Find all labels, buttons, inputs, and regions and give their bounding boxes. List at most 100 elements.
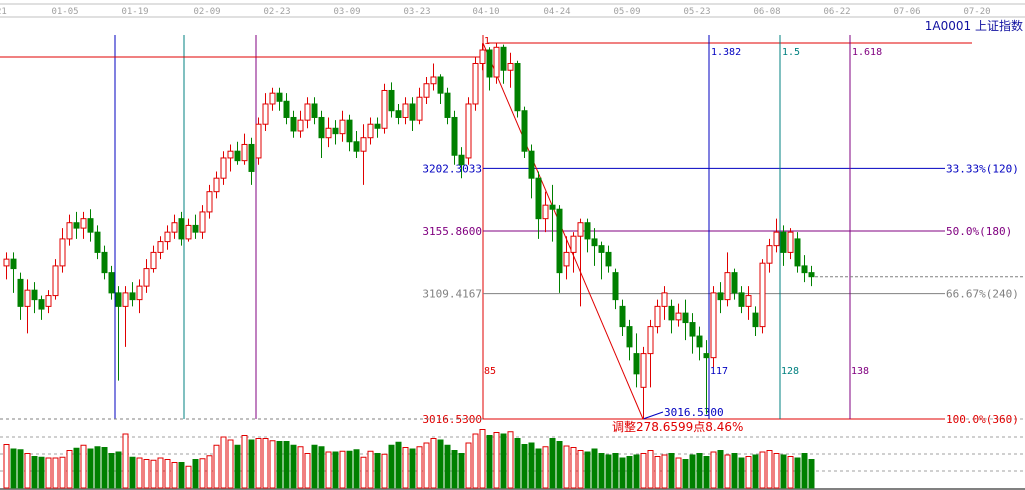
volume-bar	[66, 450, 73, 489]
candle-up	[710, 292, 717, 359]
candle-down	[633, 353, 640, 375]
volume-bar	[10, 448, 17, 489]
date-tick-label: 02-09	[193, 7, 220, 17]
candle-up	[122, 292, 129, 307]
candle-down	[451, 116, 458, 156]
candle-up	[136, 285, 143, 301]
candle-down	[794, 238, 801, 267]
candle-up	[185, 224, 192, 240]
candle-down	[486, 49, 493, 78]
volume-bar	[262, 438, 269, 489]
candle-down	[535, 177, 542, 220]
candle-up	[766, 245, 773, 264]
candle-up	[199, 211, 206, 233]
candle-down	[353, 141, 360, 152]
volume-bar	[794, 457, 801, 489]
volume-bar	[59, 456, 66, 489]
candle-up	[227, 150, 234, 159]
volume-bar	[451, 450, 458, 489]
candle-up	[339, 119, 346, 135]
candle-up	[493, 46, 500, 78]
candle-down	[668, 305, 675, 321]
volume-bar	[703, 456, 710, 489]
volume-bar	[738, 457, 745, 489]
volume-bar	[696, 453, 703, 489]
candle-up	[304, 103, 311, 121]
candle-down	[514, 62, 521, 112]
candle-up	[220, 157, 227, 179]
volume-bar	[115, 451, 122, 489]
candle-down	[738, 292, 745, 307]
date-tick-label: 04-24	[543, 7, 570, 17]
fib-price-label: 3202.3033	[422, 162, 482, 175]
candle-down	[528, 150, 535, 179]
volume-bar	[675, 457, 682, 489]
volume-bar	[136, 457, 143, 489]
fib-time-label: 1.5	[782, 47, 800, 58]
candle-down	[311, 103, 318, 118]
candle-down	[374, 123, 381, 129]
volume-bar	[507, 431, 514, 489]
low-price-label: 3016.5300	[664, 406, 724, 419]
candle-down	[38, 299, 45, 310]
fib-time-label: 1.382	[711, 47, 741, 58]
candle-up	[3, 258, 10, 267]
volume-bar	[255, 438, 262, 489]
volume-bar	[192, 459, 199, 489]
candle-up	[724, 272, 731, 301]
volume-bar	[178, 462, 185, 489]
candle-down	[801, 265, 808, 274]
volume-bar	[472, 433, 479, 489]
date-tick-label: 03-09	[333, 7, 360, 17]
candle-down	[87, 218, 94, 233]
candle-down	[108, 272, 115, 294]
volume-bar	[276, 441, 283, 489]
candle-down	[619, 305, 626, 328]
volume-bar	[808, 459, 815, 489]
candle-up	[661, 292, 668, 307]
candle-down	[682, 312, 689, 324]
candle-down	[248, 143, 255, 172]
volume-bar	[157, 457, 164, 489]
candle-up	[479, 49, 486, 64]
volume-bar	[269, 440, 276, 489]
date-tick-label: 05-23	[683, 7, 710, 17]
candle-down	[73, 222, 80, 229]
volume-bar	[759, 451, 766, 489]
volume-bar	[619, 457, 626, 489]
volume-bar	[521, 444, 528, 489]
volume-bar	[185, 465, 192, 489]
fib-time-count: 117	[710, 366, 728, 377]
volume-bar	[3, 444, 10, 489]
candle-up	[381, 89, 388, 129]
candle-up	[157, 241, 164, 253]
volume-bar	[717, 450, 724, 489]
low-pointer	[642, 411, 664, 420]
volume-bar	[584, 451, 591, 489]
candle-up	[241, 143, 248, 162]
volume-bar	[353, 449, 360, 489]
candle-up	[262, 103, 269, 125]
date-tick-label: 02-23	[263, 7, 290, 17]
date-tick-label: 01-19	[121, 7, 148, 17]
volume-bar	[437, 439, 444, 489]
volume-bar	[311, 444, 318, 489]
candle-up	[759, 262, 766, 328]
volume-bar	[206, 455, 213, 489]
volume-bar	[220, 436, 227, 489]
volume-bar	[654, 456, 661, 489]
candle-up	[269, 92, 276, 105]
volume-bar	[605, 454, 612, 489]
volume-bar	[773, 453, 780, 489]
volume-bar	[52, 457, 59, 489]
volume-bar	[409, 448, 416, 489]
chart-title: 1A0001 上证指数	[924, 19, 1023, 33]
candle-down	[521, 110, 528, 152]
candle-up	[402, 103, 409, 118]
volume-bar	[514, 438, 521, 489]
candle-down	[10, 258, 17, 270]
volume-bar	[374, 453, 381, 489]
candle-up	[297, 119, 304, 132]
volume-bar	[367, 450, 374, 489]
